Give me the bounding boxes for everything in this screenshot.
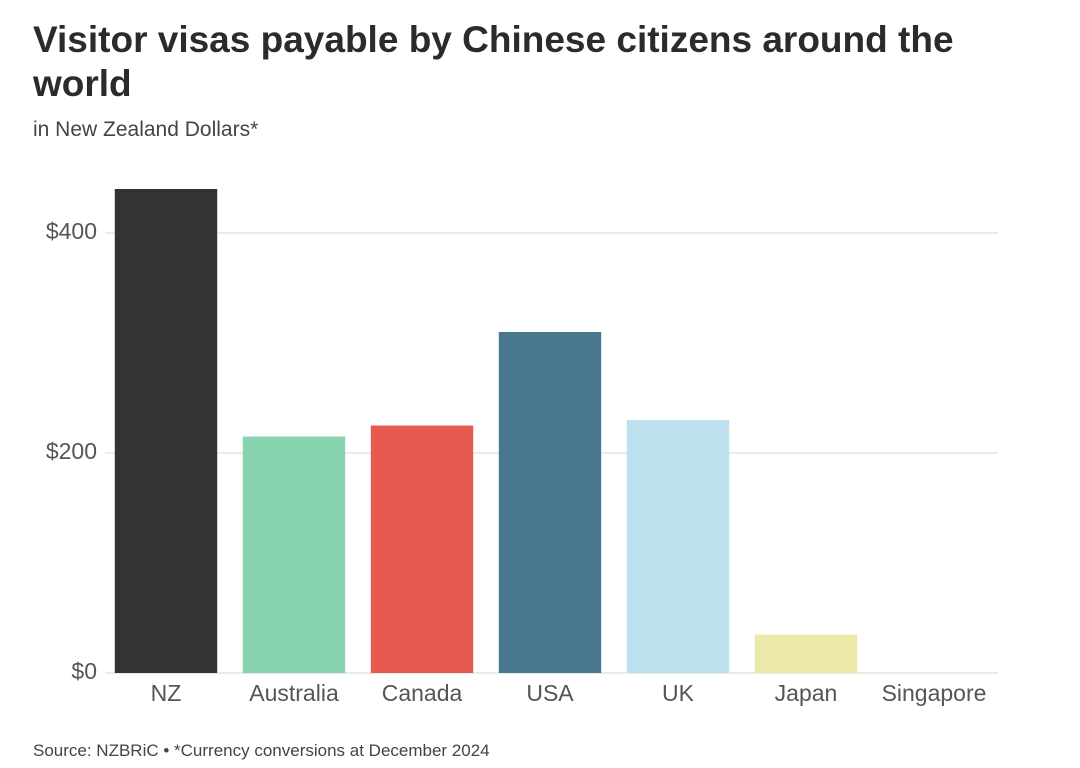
y-tick-label: $400 (46, 218, 97, 244)
bar (242, 436, 346, 673)
chart-title: Visitor visas payable by Chinese citizen… (33, 19, 954, 104)
y-tick-label: $200 (46, 438, 97, 464)
x-tick-label: USA (526, 680, 574, 706)
source-note: Source: NZBRiC • *Currency conversions a… (33, 741, 490, 760)
bar (626, 420, 730, 673)
bar (754, 634, 858, 673)
bar (370, 425, 474, 673)
x-tick-label: Singapore (882, 680, 987, 706)
y-tick-label: $0 (71, 658, 97, 684)
x-tick-label: Canada (382, 680, 463, 706)
bar (498, 332, 602, 673)
chart-subtitle: in New Zealand Dollars* (33, 118, 259, 141)
x-tick-label: UK (662, 680, 695, 706)
bar (114, 189, 218, 673)
x-tick-label: NZ (151, 680, 182, 706)
x-tick-label: Australia (249, 680, 339, 706)
x-tick-label: Japan (775, 680, 838, 706)
